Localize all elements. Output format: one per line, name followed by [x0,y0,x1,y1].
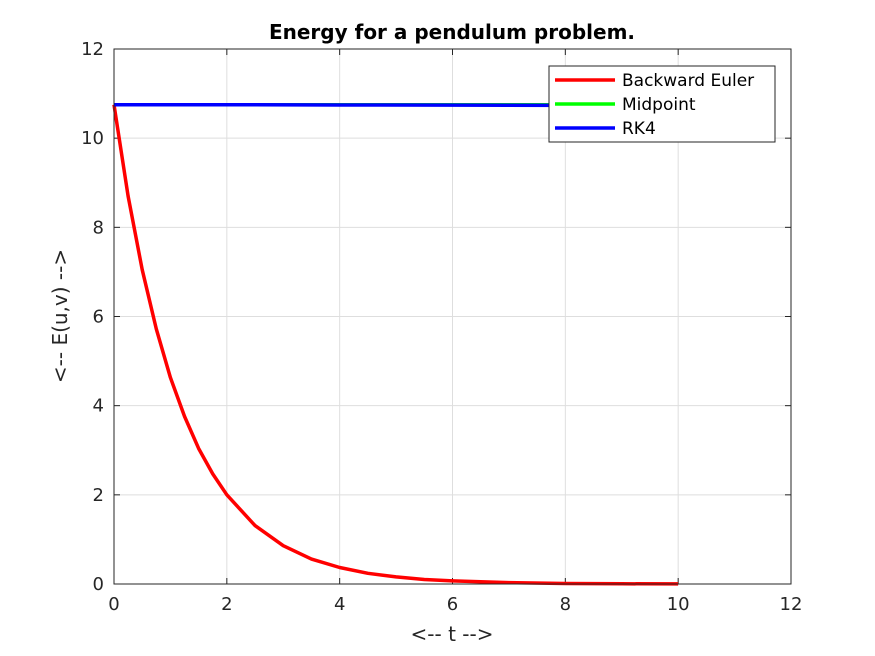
y-tick-label: 10 [81,128,104,149]
legend-label-midpoint: Midpoint [622,95,696,115]
plot-frame [113,48,792,585]
x-tick-label: 10 [667,594,690,615]
y-tick-label: 4 [93,396,104,417]
y-tick-label: 6 [93,307,104,328]
series-line-backward-euler [112,104,679,586]
y-axis-label: <-- E(u,v) --> [48,249,72,383]
chart-title: Energy for a pendulum problem. [269,20,635,44]
x-tick-label: 6 [447,594,458,615]
x-axis-label: <-- t --> [411,622,494,646]
legend-label-backward-euler: Backward Euler [622,71,754,91]
legend: Backward Euler Midpoint RK4 [548,65,776,143]
y-tick-label: 12 [81,39,104,60]
y-tick-label: 8 [93,217,104,238]
x-tick-label: 4 [334,594,345,615]
y-tick-label: 2 [93,485,104,506]
y-tick-label: 0 [93,574,104,595]
x-tick-label: 12 [780,594,803,615]
legend-label-rk4: RK4 [622,119,656,139]
x-tick-label: 8 [560,594,571,615]
tick-labels: 0 2 4 6 8 10 12 0 2 4 6 8 10 12 [81,39,802,615]
x-tick-label: 2 [221,594,232,615]
x-tick-label: 0 [108,594,119,615]
